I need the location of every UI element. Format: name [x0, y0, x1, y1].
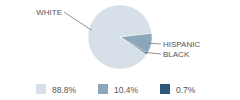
legend-swatch: [98, 84, 108, 94]
legend-swatch: [36, 84, 46, 94]
legend: 88.8% 10.4% 0.7%: [36, 84, 196, 95]
pie-slice: [120, 33, 152, 53]
legend-label: 88.8%: [52, 85, 77, 95]
pie-slice: [120, 37, 147, 55]
chart: WHITE HISPANICBLACK 88.8% 10.4% 0.7%: [0, 0, 240, 100]
leader-line: [148, 43, 161, 45]
slice-label: HISPANIC: [163, 40, 200, 49]
pie-slice: [88, 5, 152, 69]
slice-label: WHITE: [36, 8, 62, 17]
legend-label: 10.4%: [114, 85, 139, 95]
pie: [88, 5, 152, 69]
legend-label: 0.7%: [176, 85, 196, 95]
slice-label: BLACK: [163, 50, 190, 59]
leader-line: [64, 12, 92, 30]
leader-line: [145, 52, 161, 54]
legend-swatch: [160, 84, 170, 94]
